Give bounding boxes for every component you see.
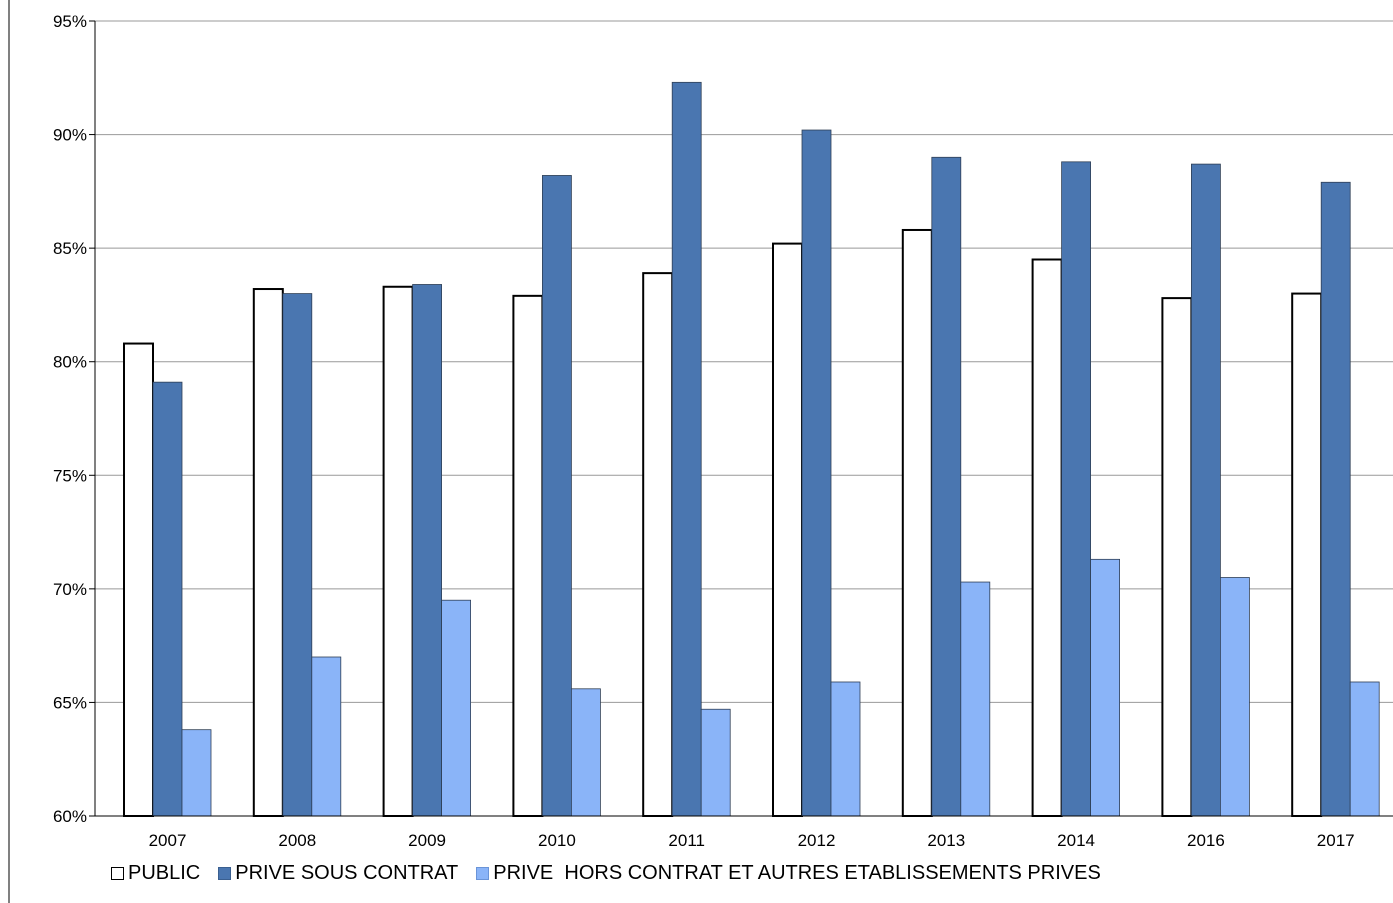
bar-prive-sous-contrat-2012 <box>801 129 832 817</box>
bar-public-2013 <box>901 228 933 817</box>
x-tick-label: 2010 <box>538 831 576 850</box>
y-tick-label: 65% <box>53 693 87 712</box>
bar-prive-sous-contrat-2011 <box>671 81 702 817</box>
bar-public-2017 <box>1291 292 1323 818</box>
bar-prive-sous-contrat-2016 <box>1191 163 1221 817</box>
bar-prive-sous-contrat-2007 <box>152 381 183 817</box>
bar-public-2012 <box>772 242 803 818</box>
x-tick-label: 2013 <box>927 831 965 850</box>
bar-prive-sous-contrat-2008 <box>282 293 313 817</box>
y-tick-label: 85% <box>53 239 87 258</box>
legend-swatch-prive-sous-contrat <box>218 866 232 880</box>
x-tick-label: 2016 <box>1187 831 1225 850</box>
y-tick-label: 90% <box>53 126 87 145</box>
legend: PUBLIC PRIVE SOUS CONTRAT PRIVE HORS CON… <box>111 858 1119 888</box>
bar-public-2007 <box>123 342 154 817</box>
bar-public-2009 <box>382 285 414 817</box>
x-tick-label: 2017 <box>1317 831 1355 850</box>
bar-public-2016 <box>1161 297 1193 818</box>
legend-swatch-prive-hors-contrat <box>476 866 490 880</box>
x-tick-label: 2008 <box>278 831 316 850</box>
bar-prive-hors-contrat-et-autres-etablissements-prives-2009 <box>441 599 472 817</box>
bar-prive-hors-contrat-et-autres-etablissements-prives-2010 <box>571 688 601 817</box>
bar-prive-sous-contrat-2010 <box>542 175 572 817</box>
bar-prive-sous-contrat-2013 <box>931 156 962 817</box>
x-tick-label: 2009 <box>408 831 446 850</box>
legend-label-prive-hors-contrat: PRIVE HORS CONTRAT ET AUTRES ETABLISSEME… <box>493 861 1101 884</box>
bar-prive-hors-contrat-et-autres-etablissements-prives-2016 <box>1220 577 1250 817</box>
y-tick-label: 80% <box>53 353 87 372</box>
bar-prive-sous-contrat-2014 <box>1061 161 1091 817</box>
bar-prive-hors-contrat-et-autres-etablissements-prives-2014 <box>1090 558 1120 817</box>
bar-prive-hors-contrat-et-autres-etablissements-prives-2011 <box>700 708 731 817</box>
legend-swatch-public <box>111 866 124 880</box>
bar-public-2011 <box>642 272 674 817</box>
legend-item-public: PUBLIC <box>111 862 200 885</box>
bars <box>123 81 1380 818</box>
x-tick-label: 2014 <box>1057 831 1095 850</box>
legend-item-prive-sous-contrat: PRIVE SOUS CONTRAT <box>218 862 458 885</box>
y-tick-label: 60% <box>53 807 87 826</box>
bar-prive-hors-contrat-et-autres-etablissements-prives-2013 <box>960 581 991 817</box>
bar-public-2010 <box>512 294 544 818</box>
axes <box>94 21 1393 817</box>
tick-labels: 60% 65% 70% 75% 80% 85% 90% 95% 2007 2008 2009 2010… <box>53 12 1355 850</box>
bar-prive-hors-contrat-et-autres-etablissements-prives-2007 <box>181 729 212 817</box>
x-tick-label: 2007 <box>149 831 187 850</box>
legend-item-prive-hors-contrat: PRIVE HORS CONTRAT ET AUTRES ETABLISSEME… <box>476 862 1101 885</box>
x-tick-label: 2012 <box>798 831 836 850</box>
bar-prive-hors-contrat-et-autres-etablissements-prives-2008 <box>311 656 342 817</box>
bar-public-2008 <box>252 288 284 817</box>
y-tick-label: 75% <box>53 466 87 485</box>
bar-prive-hors-contrat-et-autres-etablissements-prives-2017 <box>1349 681 1380 817</box>
y-tick-label: 70% <box>53 580 87 599</box>
bar-prive-sous-contrat-2017 <box>1320 181 1351 817</box>
bar-prive-hors-contrat-et-autres-etablissements-prives-2012 <box>830 681 861 817</box>
legend-label-prive-sous-contrat: PRIVE SOUS CONTRAT <box>235 861 459 884</box>
bar-prive-sous-contrat-2009 <box>412 284 443 817</box>
x-tick-label: 2011 <box>668 831 705 850</box>
bar-public-2014 <box>1031 258 1063 817</box>
y-tick-label: 95% <box>53 12 87 31</box>
legend-label-public: PUBLIC <box>128 861 201 884</box>
